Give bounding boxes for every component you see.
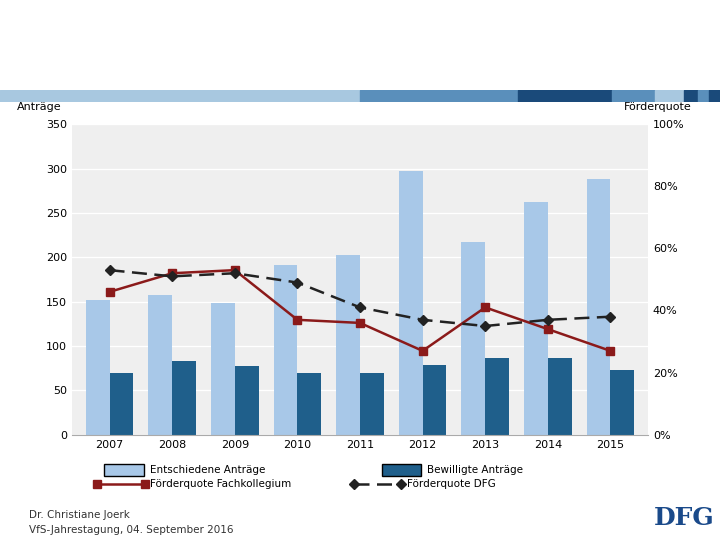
Bar (109, 373, 133, 435)
Bar (399, 171, 423, 435)
Bar (148, 295, 172, 435)
Bar (462, 242, 485, 435)
Text: Förderquote: Förderquote (624, 102, 691, 112)
Text: Förderquoten in der Einzelförderung:: Förderquoten in der Einzelförderung: (18, 29, 384, 47)
Bar (524, 202, 548, 435)
Text: VfS-Jahrestagung, 04. September 2016: VfS-Jahrestagung, 04. September 2016 (29, 525, 233, 535)
Bar (336, 255, 360, 435)
Bar (612, 90, 655, 102)
Bar (423, 364, 446, 435)
Bar (274, 265, 297, 435)
Bar (235, 366, 258, 435)
Text: Dr. Christiane Joerk: Dr. Christiane Joerk (29, 510, 130, 521)
Text: Wirtschaftswissenschaften im DFG-Vergleich: Wirtschaftswissenschaften im DFG-Verglei… (18, 65, 458, 83)
Bar (211, 303, 235, 435)
Bar (698, 90, 709, 102)
Bar (297, 373, 321, 435)
Bar (0, 90, 360, 102)
Text: DFG: DFG (654, 507, 714, 530)
Bar (709, 90, 720, 102)
Bar (172, 361, 196, 435)
Bar (587, 179, 611, 435)
Bar (611, 370, 634, 435)
Bar (655, 90, 684, 102)
Bar (548, 357, 572, 435)
Text: Förderquote DFG: Förderquote DFG (408, 479, 496, 489)
Bar (86, 300, 109, 435)
Bar (684, 90, 698, 102)
Bar (518, 90, 612, 102)
Text: Entschiedene Anträge: Entschiedene Anträge (150, 465, 265, 475)
Text: Bewilligte Anträge: Bewilligte Anträge (427, 465, 523, 475)
Bar (360, 90, 518, 102)
Text: Förderquote Fachkollegium: Förderquote Fachkollegium (150, 479, 292, 489)
Bar (360, 373, 384, 435)
Bar (485, 357, 509, 435)
Text: Anträge: Anträge (17, 102, 62, 112)
